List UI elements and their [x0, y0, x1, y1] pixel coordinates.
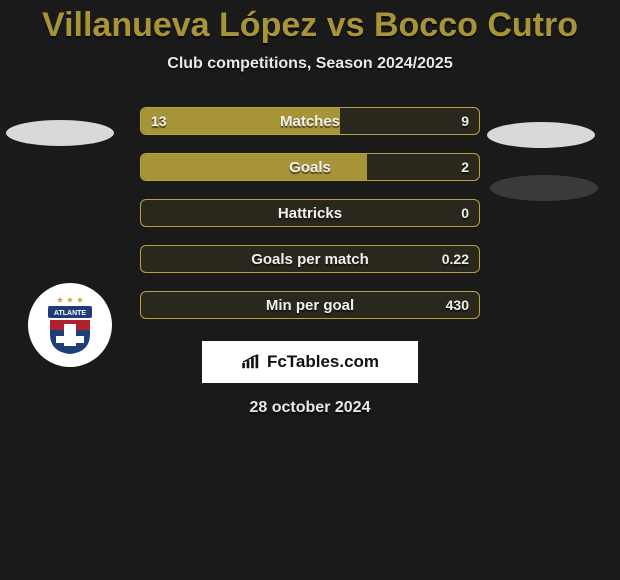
stat-rows: 13 Matches 9 Goals 2 Hattricks 0 Goals p… — [140, 107, 480, 319]
stat-value-right: 0.22 — [442, 251, 469, 267]
stat-row: 13 Matches 9 — [140, 107, 480, 135]
page-title: Villanueva López vs Bocco Cutro — [0, 0, 620, 45]
stat-label: Goals — [289, 159, 331, 176]
shield-icon: ATLANTE — [42, 294, 98, 356]
stat-value-right: 0 — [461, 205, 469, 221]
source-brand[interactable]: FcTables.com — [202, 341, 418, 383]
stat-label: Matches — [280, 113, 340, 130]
stat-fill-left — [141, 154, 367, 180]
bar-chart-icon — [241, 354, 263, 370]
stat-value-right: 430 — [446, 297, 469, 313]
snapshot-date: 28 october 2024 — [0, 399, 620, 417]
brand-label: FcTables.com — [267, 352, 379, 372]
stat-label: Hattricks — [278, 205, 342, 222]
stat-value-right: 9 — [461, 113, 469, 129]
oval-deco — [490, 175, 598, 201]
oval-deco — [6, 120, 114, 146]
stat-label: Min per goal — [266, 297, 354, 314]
comparison-stage: ATLANTE 13 Matches 9 Goals 2 Hattricks 0 — [0, 107, 620, 417]
stat-row: Goals per match 0.22 — [140, 245, 480, 273]
stat-value-right: 2 — [461, 159, 469, 175]
stat-row: Hattricks 0 — [140, 199, 480, 227]
club-crest-left: ATLANTE — [28, 283, 112, 367]
stat-label: Goals per match — [251, 251, 369, 268]
svg-text:ATLANTE: ATLANTE — [54, 310, 86, 317]
stat-row: Goals 2 — [140, 153, 480, 181]
stat-row: Min per goal 430 — [140, 291, 480, 319]
page-subtitle: Club competitions, Season 2024/2025 — [0, 55, 620, 73]
oval-deco — [487, 122, 595, 148]
stat-value-left: 13 — [151, 113, 167, 129]
